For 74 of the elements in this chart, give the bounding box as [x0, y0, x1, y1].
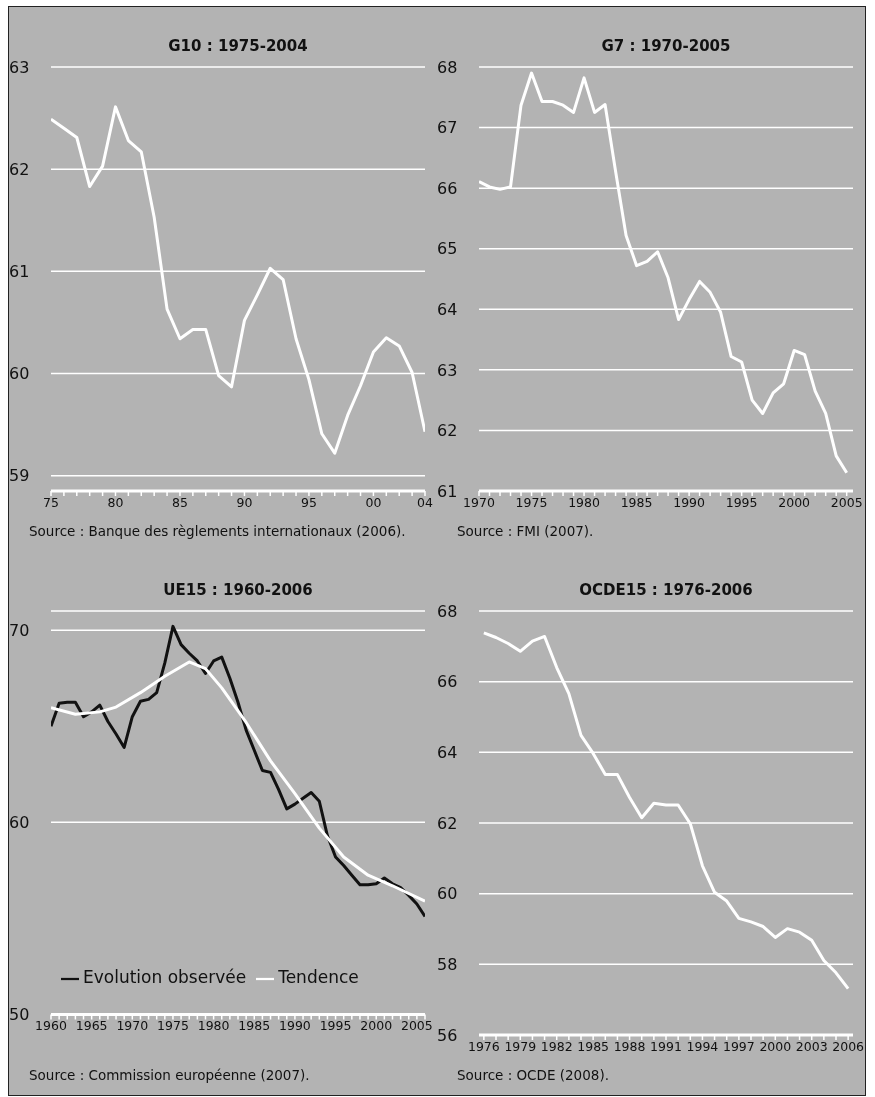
- y-tick-label: 60: [9, 364, 30, 384]
- line-series: [482, 631, 850, 991]
- y-tick-label: 65: [437, 239, 458, 259]
- x-tick-label: 2000: [360, 1018, 393, 1034]
- source-note: Source : Commission européenne (2007).: [28, 1067, 311, 1083]
- x-tick-label: 2000: [759, 1038, 792, 1054]
- x-tick-label: 1979: [504, 1038, 537, 1054]
- x-tick-label: 1970: [116, 1018, 149, 1034]
- y-tick-label: 60: [9, 813, 30, 833]
- y-tick-label: 56: [437, 1025, 458, 1045]
- x-tick-label: 1985: [620, 494, 653, 510]
- x-tick-label: 75: [43, 494, 59, 510]
- x-tick-label: 80: [107, 494, 124, 510]
- y-tick-label: 60: [437, 884, 458, 904]
- y-tick-label: 64: [437, 299, 458, 319]
- x-tick-label: 1982: [540, 1038, 573, 1054]
- y-tick-label: 62: [9, 159, 30, 179]
- x-tick-label: 1985: [577, 1038, 610, 1054]
- source-note: Source : Banque des règlements internationaux (2006).: [28, 523, 407, 539]
- x-tick-label: 1980: [197, 1018, 230, 1034]
- chart-title: G7 : 1970-2005: [600, 36, 732, 57]
- y-tick-label: 68: [437, 601, 458, 621]
- y-tick-label: 62: [437, 421, 458, 441]
- x-tick-label: 1997: [722, 1038, 755, 1054]
- x-tick-label: 2005: [830, 494, 863, 510]
- x-tick-label: 1988: [613, 1038, 646, 1054]
- y-tick-label: 63: [437, 360, 458, 380]
- y-tick-label: 61: [437, 481, 458, 501]
- y-tick-label: 70: [9, 620, 30, 640]
- chart-title: G10 : 1975-2004: [167, 36, 309, 57]
- x-tick-label: 95: [300, 494, 317, 510]
- y-tick-label: 50: [9, 1005, 30, 1025]
- line-series: [51, 660, 425, 903]
- x-tick-label: 1975: [157, 1018, 189, 1034]
- x-tick-label: 2006: [832, 1038, 865, 1054]
- legend-label: Tendence: [278, 967, 359, 987]
- source-note: Source : FMI (2007).: [456, 523, 595, 539]
- y-tick-label: 68: [437, 57, 458, 77]
- y-tick-label: 61: [9, 262, 30, 282]
- chart-title: OCDE15 : 1976-2006: [578, 580, 754, 601]
- x-tick-label: 1976: [467, 1038, 500, 1054]
- x-tick-label: 1995: [725, 494, 758, 510]
- x-tick-label: 1990: [673, 494, 706, 510]
- x-tick-label: 1970: [463, 494, 495, 510]
- x-tick-label: 1960: [35, 1018, 67, 1034]
- y-tick-label: 58: [437, 955, 458, 975]
- x-tick-label: 1990: [279, 1018, 311, 1034]
- line-series: [479, 71, 849, 475]
- source-note: Source : OCDE (2008).: [456, 1067, 610, 1083]
- y-tick-label: 63: [9, 57, 30, 77]
- y-tick-label: 62: [437, 813, 458, 833]
- y-tick-label: 64: [437, 743, 458, 763]
- x-tick-label: 90: [236, 494, 253, 510]
- x-tick-label: 1985: [238, 1018, 271, 1034]
- line-series: [51, 624, 425, 919]
- x-tick-label: 1975: [515, 494, 548, 510]
- y-tick-label: 66: [437, 178, 458, 198]
- y-tick-label: 59: [9, 466, 30, 486]
- legend-label: Evolution observée: [83, 967, 247, 987]
- chart-title: UE15 : 1960-2006: [162, 580, 314, 601]
- x-tick-label: 1991: [650, 1038, 682, 1054]
- y-tick-label: 67: [437, 118, 458, 138]
- line-series: [51, 105, 425, 455]
- x-tick-label: 04: [417, 494, 433, 510]
- x-tick-label: 2005: [400, 1018, 433, 1034]
- y-tick-label: 66: [437, 672, 458, 692]
- x-tick-label: 85: [172, 494, 188, 510]
- x-tick-label: 1965: [75, 1018, 108, 1034]
- x-tick-label: 2000: [778, 494, 811, 510]
- x-tick-label: 1995: [319, 1018, 352, 1034]
- x-tick-label: 1980: [568, 494, 601, 510]
- x-tick-label: 1994: [686, 1038, 719, 1054]
- x-tick-label: 2003: [795, 1038, 828, 1054]
- x-tick-label: 00: [365, 494, 382, 510]
